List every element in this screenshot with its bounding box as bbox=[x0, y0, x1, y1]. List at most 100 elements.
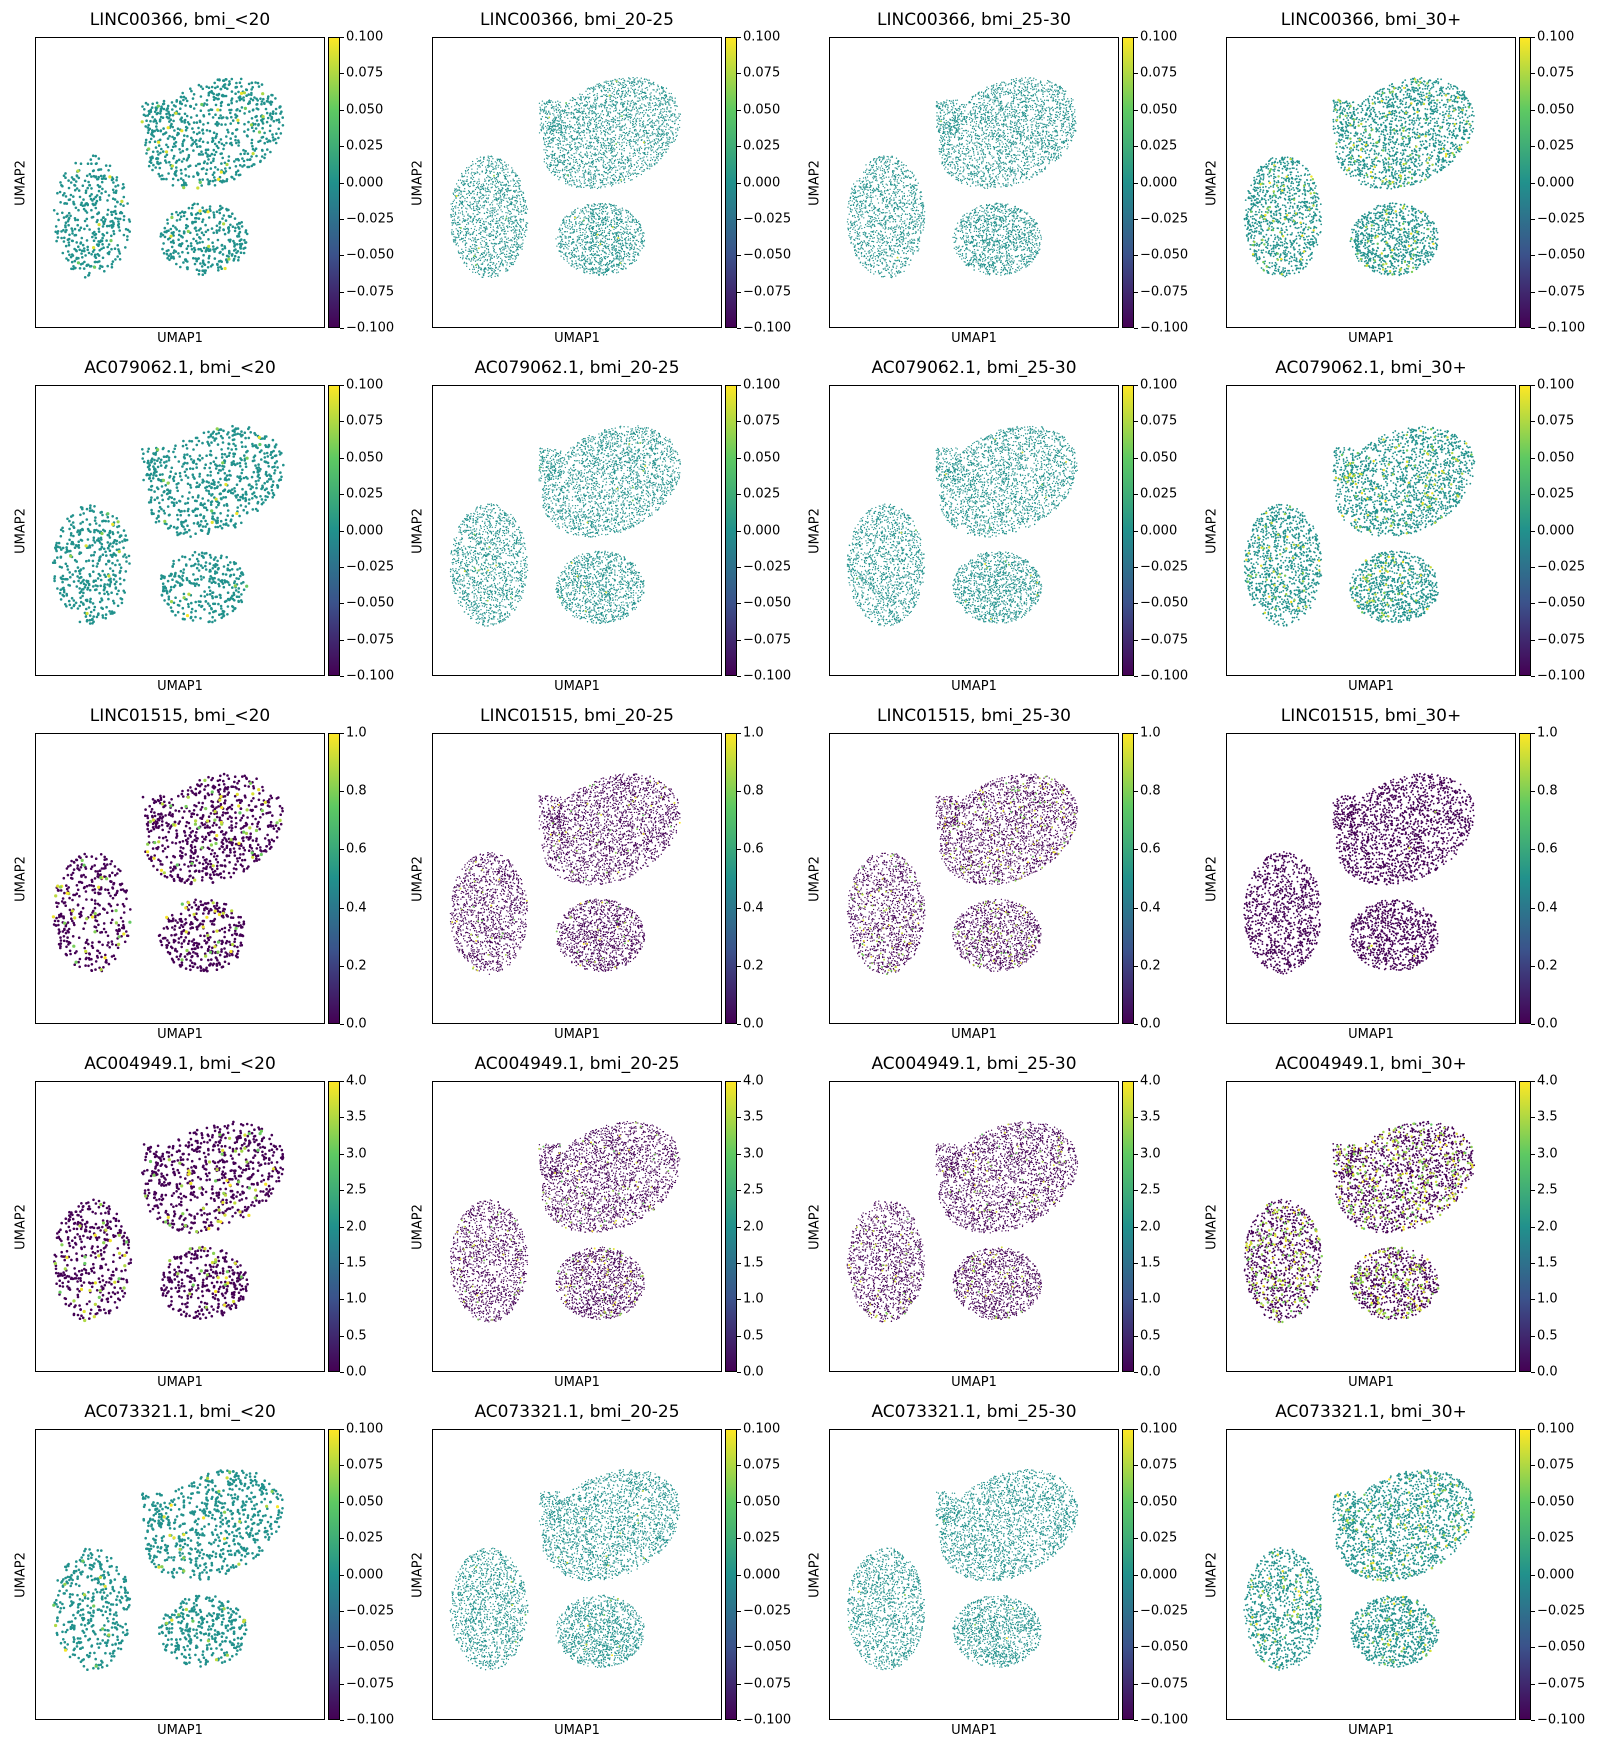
cell-point bbox=[639, 233, 640, 234]
cell-point bbox=[628, 238, 629, 239]
cell-point bbox=[641, 96, 642, 97]
cell-point bbox=[622, 139, 623, 140]
cell-point bbox=[207, 122, 210, 125]
cell-point bbox=[649, 109, 650, 110]
cell-point bbox=[603, 130, 604, 131]
cell-point bbox=[482, 240, 483, 241]
cell-point bbox=[582, 116, 583, 117]
cell-point bbox=[228, 252, 231, 255]
cell-point bbox=[217, 269, 220, 272]
cell-point bbox=[613, 229, 614, 230]
cell-point bbox=[632, 244, 633, 245]
cell-point bbox=[119, 218, 122, 221]
cell-point bbox=[496, 227, 497, 228]
cell-point bbox=[564, 216, 565, 217]
cell-point bbox=[608, 254, 609, 255]
cell-point bbox=[517, 182, 518, 183]
expressing-cell-point bbox=[141, 120, 144, 123]
cell-point bbox=[640, 146, 641, 147]
cell-point bbox=[560, 152, 561, 153]
cell-point bbox=[239, 245, 242, 248]
cell-point bbox=[611, 142, 612, 143]
cell-point bbox=[217, 98, 220, 101]
cell-point bbox=[243, 130, 246, 133]
cell-point bbox=[544, 141, 545, 142]
cell-point bbox=[493, 243, 494, 244]
cell-point bbox=[604, 144, 605, 145]
cell-point bbox=[497, 228, 498, 229]
cell-point bbox=[508, 197, 509, 198]
cell-point bbox=[243, 239, 246, 242]
cell-point bbox=[601, 124, 602, 125]
cell-point bbox=[86, 264, 89, 267]
cell-point bbox=[216, 85, 219, 88]
cell-point bbox=[212, 248, 215, 251]
cell-point bbox=[575, 142, 576, 143]
cell-point bbox=[233, 242, 236, 245]
expressing-cell-point bbox=[169, 235, 172, 238]
cell-point bbox=[76, 187, 79, 190]
cell-point bbox=[90, 158, 93, 161]
cell-point bbox=[91, 236, 94, 239]
cell-point bbox=[173, 155, 176, 158]
cell-point bbox=[513, 197, 514, 198]
cell-point bbox=[663, 152, 664, 153]
cell-point bbox=[612, 131, 613, 132]
cell-point bbox=[458, 235, 459, 236]
cell-point bbox=[571, 257, 572, 258]
cell-point bbox=[556, 126, 557, 127]
cell-point bbox=[512, 208, 513, 209]
cell-point bbox=[663, 135, 664, 136]
cell-point bbox=[593, 183, 594, 184]
cell-point bbox=[582, 232, 583, 233]
cell-point bbox=[591, 235, 592, 236]
cell-point bbox=[478, 160, 479, 161]
cell-point bbox=[112, 260, 115, 263]
cell-point bbox=[549, 99, 550, 100]
cell-point bbox=[554, 158, 555, 159]
cell-point bbox=[574, 266, 575, 267]
cell-point bbox=[618, 225, 619, 226]
cell-point bbox=[272, 136, 275, 139]
cell-point bbox=[663, 87, 664, 88]
cell-point bbox=[471, 208, 472, 209]
cell-point bbox=[265, 108, 268, 111]
cell-point bbox=[555, 119, 556, 120]
cell-point bbox=[508, 256, 509, 257]
cell-point bbox=[275, 142, 278, 145]
cell-point bbox=[563, 254, 564, 255]
cell-point bbox=[112, 181, 115, 184]
cell-point bbox=[163, 100, 166, 103]
cell-point bbox=[611, 220, 612, 221]
cell-point bbox=[166, 230, 169, 233]
cell-point bbox=[270, 94, 273, 97]
cell-point bbox=[625, 227, 626, 228]
cell-point bbox=[574, 263, 575, 264]
cell-point bbox=[145, 152, 148, 155]
cell-point bbox=[231, 90, 234, 93]
cell-point bbox=[628, 114, 629, 115]
cell-point bbox=[171, 101, 174, 104]
cell-point bbox=[473, 190, 474, 191]
cell-point bbox=[595, 261, 596, 262]
cell-point bbox=[638, 111, 639, 112]
cell-point bbox=[160, 129, 163, 132]
cell-point bbox=[579, 108, 580, 109]
cell-point bbox=[593, 209, 594, 210]
cell-point bbox=[145, 139, 148, 142]
cell-point bbox=[584, 238, 585, 239]
cell-point bbox=[592, 187, 593, 188]
cell-point bbox=[598, 120, 599, 121]
cell-point bbox=[172, 252, 175, 255]
cell-point bbox=[616, 108, 617, 109]
cell-point bbox=[599, 275, 600, 276]
cell-point bbox=[171, 108, 174, 111]
cell-point bbox=[250, 98, 253, 101]
cell-point bbox=[629, 153, 630, 154]
cell-point bbox=[610, 97, 611, 98]
cell-point bbox=[156, 102, 159, 105]
cell-point bbox=[222, 85, 225, 88]
cell-point bbox=[593, 246, 594, 247]
cell-point bbox=[582, 260, 583, 261]
cell-point bbox=[490, 254, 491, 255]
